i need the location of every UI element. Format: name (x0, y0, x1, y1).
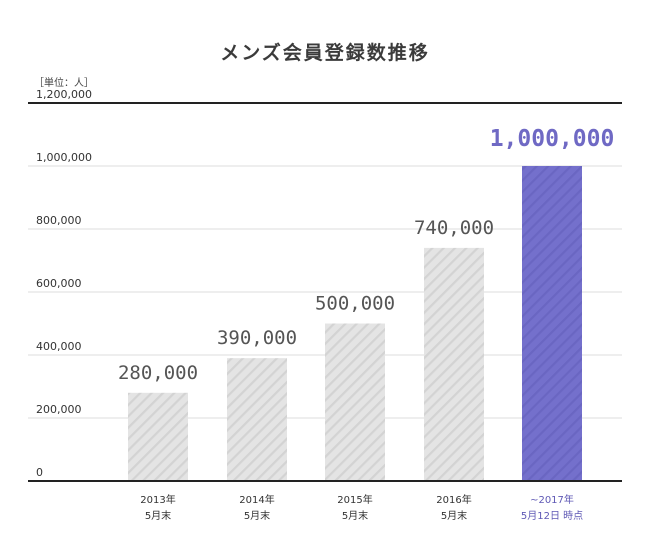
data-label: 390,000 (217, 327, 297, 349)
y-tick-label: 400,000 (36, 340, 82, 353)
unit-label: ［単位：人］ (34, 78, 94, 89)
bar (325, 323, 385, 481)
bar (424, 247, 484, 481)
x-category-sublabel: 5月末 (441, 509, 467, 522)
y-tick-label: 600,000 (36, 277, 82, 290)
data-label: 740,000 (414, 217, 494, 239)
x-category-label: ~2017年 (530, 493, 574, 506)
x-category-sublabel: 5月末 (342, 509, 368, 522)
y-tick-label: 200,000 (36, 403, 82, 416)
y-tick-label: 0 (36, 466, 43, 479)
x-category-sublabel: 5月12日 時点 (521, 510, 583, 522)
x-category-label: 2016年 (436, 493, 471, 506)
bar (227, 358, 287, 481)
x-category-sublabel: 5月末 (145, 509, 171, 522)
x-category-sublabel: 5月末 (244, 509, 270, 522)
data-label: 280,000 (118, 362, 198, 384)
data-label: 500,000 (315, 293, 395, 315)
bar (522, 166, 582, 481)
y-tick-label: 1,200,000 (36, 88, 92, 101)
y-tick-label: 1,000,000 (36, 151, 92, 164)
x-category-label: 2015年 (337, 493, 372, 506)
data-label: 1,000,000 (490, 126, 615, 152)
chart-title: メンズ会員登録数推移 (220, 42, 430, 64)
x-category-label: 2014年 (239, 493, 274, 506)
y-tick-label: 800,000 (36, 214, 82, 227)
x-category-label: 2013年 (140, 493, 175, 506)
bar (128, 392, 188, 481)
